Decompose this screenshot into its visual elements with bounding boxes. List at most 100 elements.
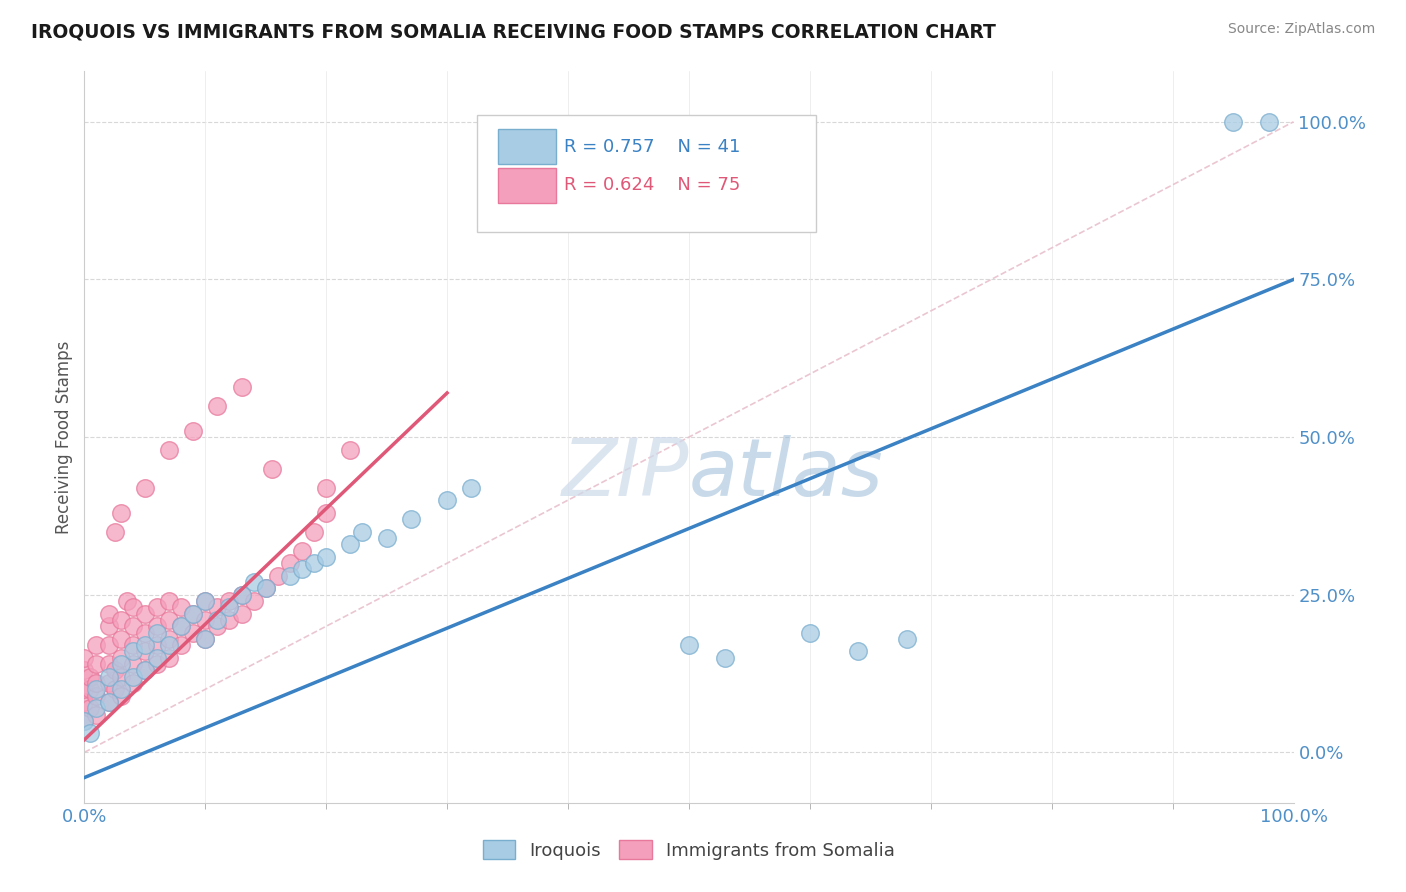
Point — [170, 619, 193, 633]
Point — [846, 644, 869, 658]
Point — [231, 588, 253, 602]
Point — [267, 569, 290, 583]
Point — [181, 625, 204, 640]
Point — [194, 632, 217, 646]
Point — [157, 613, 180, 627]
Point — [436, 493, 458, 508]
Point — [218, 594, 240, 608]
Point — [146, 625, 169, 640]
Point — [207, 619, 229, 633]
Point — [134, 664, 156, 678]
Point — [146, 600, 169, 615]
Point — [146, 657, 169, 671]
Point — [146, 638, 169, 652]
Point — [79, 726, 101, 740]
Point — [896, 632, 918, 646]
Point — [170, 619, 193, 633]
Point — [97, 638, 120, 652]
Point — [302, 524, 325, 539]
Point — [86, 689, 108, 703]
Point — [97, 676, 120, 690]
Text: R = 0.757    N = 41: R = 0.757 N = 41 — [564, 137, 741, 156]
Point — [242, 575, 264, 590]
Text: ZIP: ZIP — [561, 434, 689, 513]
Point — [170, 600, 193, 615]
Point — [86, 682, 108, 697]
Point — [339, 442, 361, 457]
Point — [231, 379, 253, 393]
Point — [315, 549, 337, 564]
Point — [157, 650, 180, 665]
Point — [121, 638, 143, 652]
Point — [231, 588, 253, 602]
Point — [218, 613, 240, 627]
Point — [134, 664, 156, 678]
Point — [115, 594, 138, 608]
Point — [73, 664, 96, 678]
Point — [181, 607, 204, 621]
Point — [194, 632, 217, 646]
FancyBboxPatch shape — [498, 129, 555, 164]
Point — [110, 650, 132, 665]
Point — [121, 676, 143, 690]
FancyBboxPatch shape — [478, 115, 815, 232]
Point — [146, 619, 169, 633]
Point — [254, 582, 277, 596]
Point — [799, 625, 821, 640]
Point — [110, 657, 132, 671]
Point — [110, 613, 132, 627]
Point — [121, 600, 143, 615]
Point — [79, 701, 101, 715]
Point — [86, 701, 108, 715]
Point — [110, 632, 132, 646]
Point — [260, 461, 283, 475]
Text: Source: ZipAtlas.com: Source: ZipAtlas.com — [1227, 22, 1375, 37]
Point — [121, 644, 143, 658]
Point — [1258, 115, 1281, 129]
Point — [218, 600, 240, 615]
Point — [110, 506, 132, 520]
Point — [157, 594, 180, 608]
Point — [110, 682, 132, 697]
Point — [121, 670, 143, 684]
Point — [181, 424, 204, 438]
Point — [278, 569, 301, 583]
Point — [157, 442, 180, 457]
Point — [302, 556, 325, 570]
Point — [97, 607, 120, 621]
Point — [678, 638, 700, 652]
Text: R = 0.624    N = 75: R = 0.624 N = 75 — [564, 177, 741, 194]
Point — [157, 638, 180, 652]
Text: IROQUOIS VS IMMIGRANTS FROM SOMALIA RECEIVING FOOD STAMPS CORRELATION CHART: IROQUOIS VS IMMIGRANTS FROM SOMALIA RECE… — [31, 22, 995, 41]
Point — [207, 613, 229, 627]
Point — [315, 506, 337, 520]
Point — [194, 594, 217, 608]
Point — [194, 594, 217, 608]
Point — [207, 600, 229, 615]
Point — [97, 670, 120, 684]
Point — [352, 524, 374, 539]
Point — [194, 613, 217, 627]
Point — [207, 399, 229, 413]
Y-axis label: Receiving Food Stamps: Receiving Food Stamps — [55, 341, 73, 533]
Point — [460, 481, 482, 495]
Legend: Iroquois, Immigrants from Somalia: Iroquois, Immigrants from Somalia — [475, 833, 903, 867]
Point — [134, 644, 156, 658]
Point — [79, 682, 101, 697]
Point — [104, 664, 127, 678]
Point — [714, 650, 737, 665]
Point — [231, 607, 253, 621]
Point — [242, 594, 264, 608]
Point — [254, 582, 277, 596]
Point — [1222, 115, 1244, 129]
Point — [97, 695, 120, 709]
FancyBboxPatch shape — [498, 168, 555, 203]
Point — [278, 556, 301, 570]
Point — [121, 657, 143, 671]
Point — [73, 714, 96, 728]
Point — [104, 682, 127, 697]
Point — [97, 619, 120, 633]
Point — [339, 537, 361, 551]
Point — [146, 650, 169, 665]
Point — [134, 638, 156, 652]
